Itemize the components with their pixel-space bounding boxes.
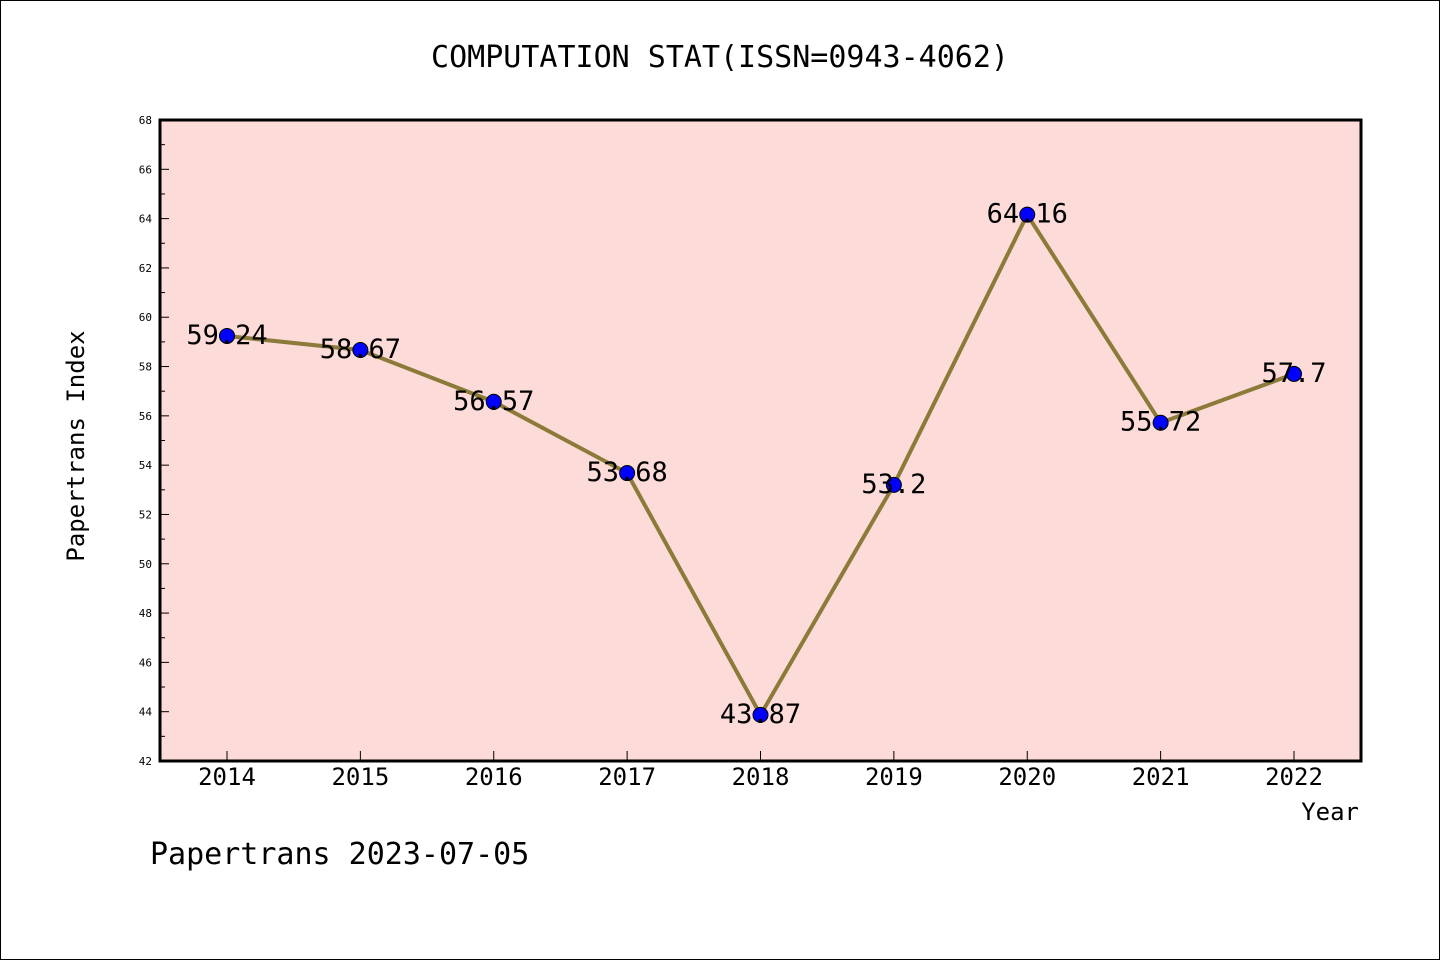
x-tick-label: 2016 <box>465 763 523 791</box>
y-tick-label: 48 <box>139 607 152 620</box>
y-tick-label: 64 <box>139 213 153 226</box>
data-point <box>1286 365 1302 382</box>
data-labels: 59.24 58.67 56.57 53.68 43.87 53.2 64.16 55.72 5… <box>186 199 1326 730</box>
y-tick-label: 68 <box>139 114 152 127</box>
x-axis-title: Year <box>1301 798 1359 826</box>
x-tick-label: 2018 <box>732 763 790 791</box>
data-label: 58.67 <box>320 334 401 365</box>
plot-area <box>158 118 1363 763</box>
data-label: 55.72 <box>1120 407 1201 438</box>
y-axis-title: Papertrans Index <box>62 330 90 561</box>
x-axis: 2014 2015 2016 2017 2018 2019 2020 2021 2022 <box>198 751 1323 791</box>
y-tick-label: 60 <box>139 311 152 324</box>
footer-text: Papertrans 2023-07-05 <box>150 837 529 872</box>
y-tick-label: 58 <box>139 361 152 374</box>
y-tick-label: 46 <box>139 656 152 669</box>
y-tick-label: 56 <box>139 410 152 423</box>
data-label: 53.68 <box>586 457 667 488</box>
y-tick-label: 42 <box>139 755 152 768</box>
data-point <box>219 327 235 344</box>
x-tick-label: 2015 <box>331 763 389 791</box>
y-tick-label: 54 <box>139 459 153 472</box>
x-tick-label: 2014 <box>198 763 256 791</box>
y-tick-label: 50 <box>139 558 152 571</box>
data-point <box>1019 206 1036 223</box>
data-point <box>352 342 369 359</box>
data-point <box>885 476 902 493</box>
chart-title: COMPUTATION STAT(ISSN=0943-4062) <box>431 40 1009 75</box>
x-tick-label: 2020 <box>998 763 1056 791</box>
x-tick-label: 2021 <box>1132 763 1190 791</box>
x-tick-label: 2017 <box>598 763 656 791</box>
x-tick-label: 2019 <box>865 763 923 791</box>
series-line-group <box>219 206 1302 723</box>
data-label: 56.57 <box>453 386 534 417</box>
data-point <box>485 393 502 410</box>
y-tick-label: 66 <box>139 163 152 176</box>
data-point <box>1152 414 1169 431</box>
y-axis: 42 44 46 48 50 52 54 56 58 60 62 64 66 68 <box>139 114 169 768</box>
data-point <box>619 465 636 482</box>
y-tick-label: 52 <box>139 508 152 521</box>
x-tick-label: 2022 <box>1265 763 1323 791</box>
y-tick-label: 62 <box>139 262 152 275</box>
data-point <box>752 706 769 723</box>
data-label: 43.87 <box>720 699 801 730</box>
data-label: 64.16 <box>987 199 1068 230</box>
data-label: 59.24 <box>186 320 267 351</box>
data-label: 57.7 <box>1261 358 1326 389</box>
data-label: 53.2 <box>861 469 926 500</box>
y-tick-label: 44 <box>139 706 153 719</box>
